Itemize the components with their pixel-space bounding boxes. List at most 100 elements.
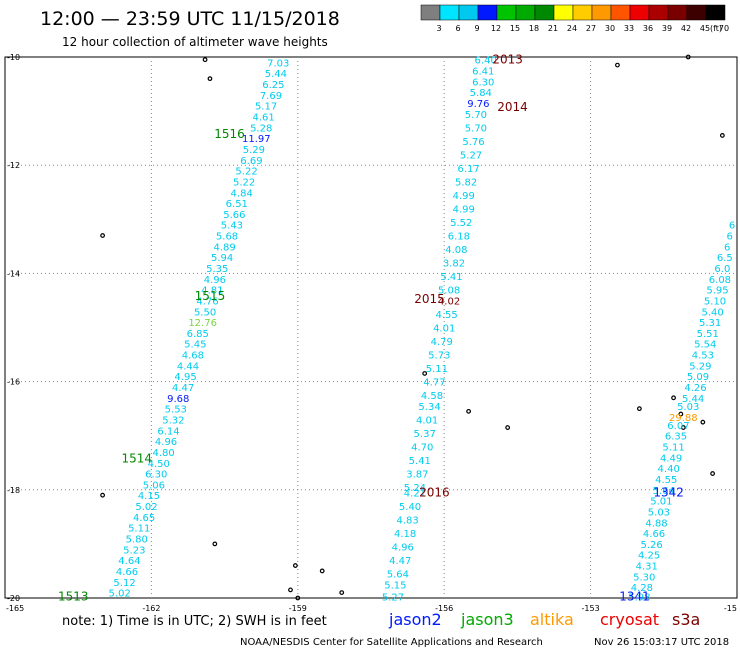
wave-height-value: 5.35 [206, 264, 228, 275]
island-mark [505, 425, 511, 430]
wave-height-value: 5.98 [628, 592, 650, 603]
wave-height-value: 4.18 [394, 529, 416, 540]
island-mark [466, 408, 472, 414]
island-mark [680, 425, 686, 430]
mission-jason2: jason2 [388, 610, 442, 629]
island-mark [212, 541, 218, 547]
wave-height-value: 4.77 [423, 378, 445, 389]
wave-height-value: 4.44 [177, 361, 199, 372]
wave-height-value: 5.06 [143, 480, 165, 491]
wave-height-value: 5.02 [109, 589, 131, 600]
wave-height-value: 5.37 [414, 429, 436, 440]
colorbar-swatch [534, 4, 555, 21]
wave-height-value: 5.73 [428, 351, 450, 362]
colorbar-swatch [553, 4, 574, 21]
chart-title: 12:00 — 23:59 UTC 11/15/2018 [40, 8, 340, 30]
wave-height-value: 5.23 [123, 545, 145, 556]
wave-height-value: 5.45 [184, 340, 206, 351]
wave-height-value: 4.40 [658, 464, 680, 475]
wave-height-value: 7.03 [267, 58, 289, 69]
wave-height-tracks: 7.035.446.257.695.174.615.2811.975.296.6… [109, 56, 736, 604]
colorbar-label: 39 [662, 24, 672, 33]
colorbar-swatch [515, 4, 536, 21]
wave-height-value: 29.88 [669, 413, 698, 424]
wave-height-value: 4.28 [631, 583, 653, 594]
island-mark [319, 568, 325, 574]
plot-frame [4, 56, 738, 599]
wave-height-value: 5.64 [653, 486, 675, 497]
island-mark [615, 62, 620, 68]
colorbar-swatch [420, 4, 441, 21]
island-mark [678, 411, 684, 417]
colorbar-label: 33 [624, 24, 634, 33]
wave-height-value: 4.68 [182, 351, 204, 362]
wave-height-value: 5.01 [650, 497, 672, 508]
colorbar-swatch [591, 4, 612, 21]
colorbar-swatch [458, 4, 479, 21]
wave-height-value: 6 [724, 242, 730, 253]
x-tick-labels: -165 -162 -159 -156 -153 -15 [6, 604, 737, 613]
wave-height-value: 5.80 [126, 534, 148, 545]
wave-height-value: 5.66 [223, 210, 245, 221]
note-text: note: 1) Time is in UTC; 2) SWH is in fe… [62, 614, 327, 629]
mission-cryosat: cryosat [600, 610, 659, 629]
wave-height-value: 4.58 [421, 391, 443, 402]
colorbar-swatch [648, 4, 669, 21]
wave-height-value: 4.01 [433, 324, 455, 335]
wave-height-value: 4.66 [643, 529, 665, 540]
wave-height-value: 6.0 [714, 264, 730, 275]
wave-height-value: 5.08 [438, 286, 460, 297]
wave-height-value: 5.22 [233, 177, 255, 188]
wave-height-value: 4.76 [196, 296, 218, 307]
wave-height-value: 5.27 [460, 150, 482, 161]
y-tick-label: -14 [7, 269, 20, 278]
island-mark [339, 590, 345, 595]
wave-height-value: 9.76 [467, 99, 489, 110]
wave-height-value: 3.87 [406, 470, 428, 481]
wave-height-value: 4.21 [404, 489, 426, 500]
island-mark [422, 371, 428, 376]
mission-s3a: s3a [672, 610, 700, 629]
wave-height-value: 6.14 [157, 426, 179, 437]
wave-height-value: 5.44 [682, 394, 704, 405]
wave-height-value: 6.40 [475, 56, 497, 67]
wave-height-value: 5.53 [165, 405, 187, 416]
wave-height-value: 4.79 [431, 337, 453, 348]
wave-height-value: 4.61 [253, 113, 275, 124]
x-tick-label: -159 [289, 604, 307, 613]
colorbar-swatch [439, 4, 460, 21]
wave-height-value: 6.85 [187, 329, 209, 340]
wave-height-value: 6 [726, 232, 732, 243]
wave-height-value: 5.94 [211, 253, 233, 264]
wave-height-value: 5.84 [470, 88, 492, 99]
island-mark [700, 419, 706, 425]
wave-height-value: 4.88 [645, 518, 667, 529]
island-mark [637, 406, 642, 412]
pass-label: 2014 [497, 100, 528, 114]
wave-height-value: 5.29 [243, 145, 265, 156]
wave-height-value: 5.54 [694, 340, 716, 351]
wave-height-value: 5.10 [704, 296, 726, 307]
island-mark [202, 57, 208, 63]
wave-height-value: 4.80 [152, 448, 174, 459]
pass-label: 1513 [58, 589, 89, 603]
colorbar-swatch [667, 4, 688, 21]
wave-height-value: 4.08 [445, 245, 467, 256]
wave-height-value: 4.53 [692, 351, 714, 362]
island-mark [292, 563, 298, 568]
wave-height-value: 4.50 [148, 459, 170, 470]
wave-height-value: 5.27 [382, 592, 404, 603]
colorbar-swatch [705, 4, 726, 21]
colorbar-label: 45 [700, 24, 710, 33]
x-tick-label: -156 [435, 604, 453, 613]
wave-height-value: 4.81 [201, 286, 223, 297]
wave-height-value: 5.52 [450, 218, 472, 229]
wave-height-value: 5.70 [465, 110, 487, 121]
chart-subtitle: 12 hour collection of altimeter wave hei… [62, 35, 328, 49]
x-tick-label: -15 [724, 604, 737, 613]
wave-height-value: 3.82 [443, 259, 465, 270]
wave-height-value: 4.31 [636, 562, 658, 573]
wave-height-value: 5.11 [426, 364, 448, 375]
y-tick-label: -18 [7, 486, 20, 495]
